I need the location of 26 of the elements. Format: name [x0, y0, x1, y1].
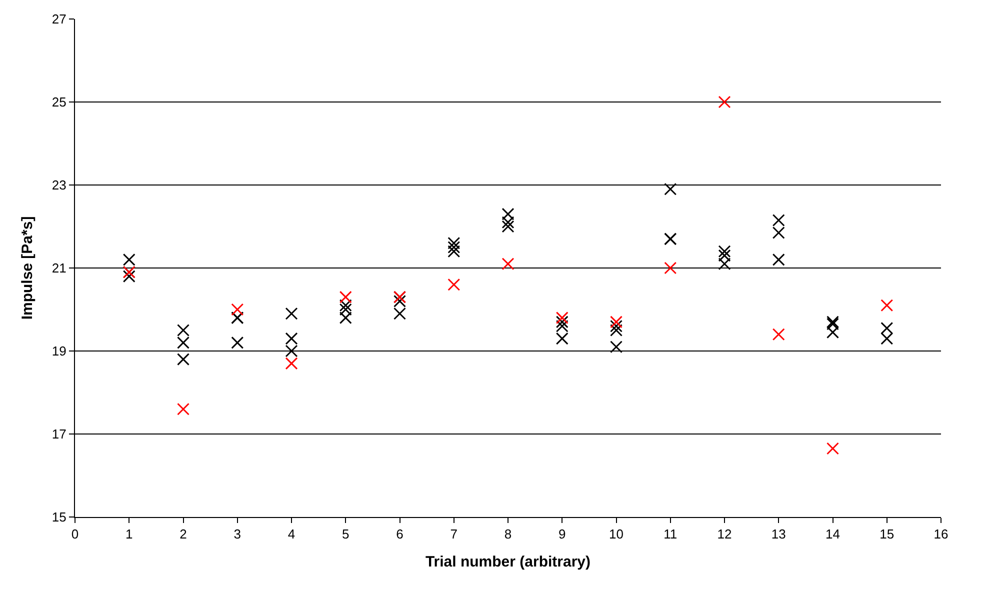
y-tick-label: 17	[52, 426, 66, 442]
x-tick-label: 1	[126, 526, 133, 542]
x-tick-label: 11	[664, 526, 678, 542]
y-tick-label: 15	[52, 510, 66, 525]
x-tick-label: 13	[771, 526, 786, 542]
x-tick-label: 2	[180, 526, 187, 542]
y-tick-label: 19	[52, 344, 66, 359]
y-tick-label: 21	[52, 260, 66, 276]
x-tick-label: 3	[234, 526, 241, 542]
x-tick-label: 9	[558, 526, 566, 542]
y-tick-label: 25	[52, 94, 66, 110]
x-tick-label: 6	[396, 526, 404, 542]
y-tick-label: 27	[52, 12, 66, 27]
x-axis-title: Trial number (arbitrary)	[425, 554, 591, 571]
x-tick-label: 12	[717, 526, 732, 542]
x-tick-label: 0	[71, 526, 79, 542]
x-tick-label: 15	[880, 526, 894, 542]
x-tick-label: 16	[934, 526, 948, 542]
x-tick-label: 10	[609, 526, 624, 542]
y-tick-label: 23	[52, 178, 66, 193]
x-tick-label: 14	[826, 526, 840, 542]
y-axis-title: Impulse [Pa*s]	[19, 216, 36, 320]
x-tick-label: 4	[288, 526, 296, 542]
x-tick-label: 8	[504, 526, 512, 542]
x-tick-label: 5	[342, 526, 350, 542]
x-tick-label: 7	[450, 526, 458, 542]
